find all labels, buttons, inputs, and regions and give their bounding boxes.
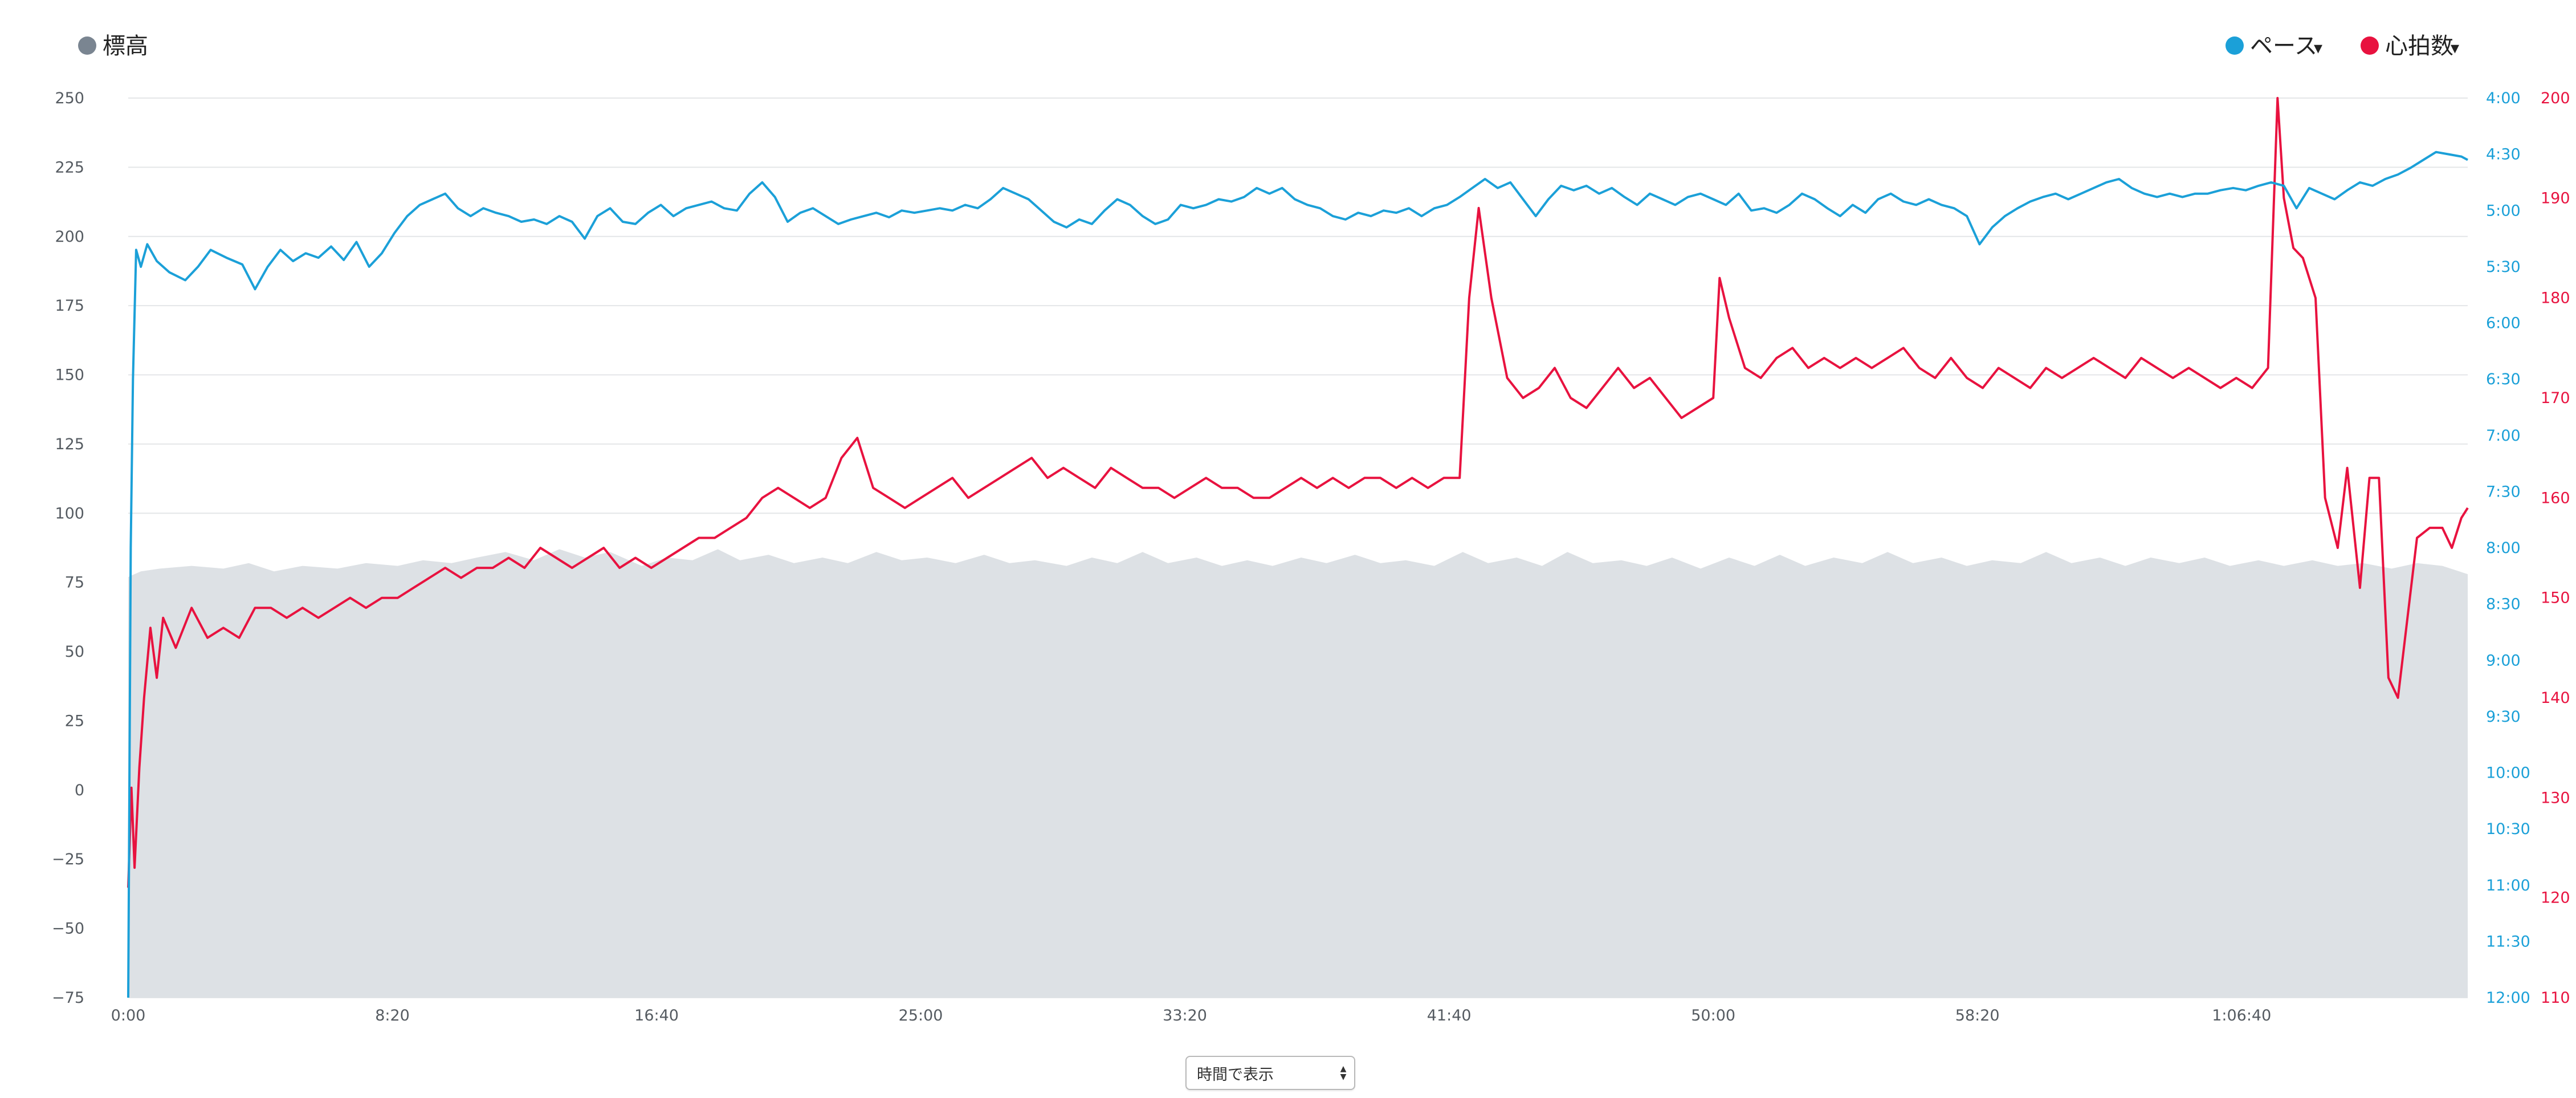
y-pace-tick-label: 4:00 xyxy=(2486,90,2521,107)
heart-rate-line-path xyxy=(127,97,2469,888)
y-left-tick-label: 25 xyxy=(65,712,84,730)
y-pace-tick-label: 9:00 xyxy=(2486,652,2521,669)
y-heart-rate-tick-label: 190 xyxy=(2541,189,2570,207)
y-heart-rate-tick-label: 140 xyxy=(2541,689,2570,707)
y-pace-tick-label: 12:00 xyxy=(2486,989,2530,1007)
legend-label-elevation: 標高 xyxy=(103,33,148,59)
x-tick-label: 25:00 xyxy=(899,1007,943,1024)
up-down-arrows-icon: ▲ ▼ xyxy=(1340,1064,1347,1081)
pace-line xyxy=(127,151,2468,998)
legend-item-elevation[interactable]: 標高 xyxy=(78,33,148,59)
y-pace-tick-label: 10:00 xyxy=(2486,764,2530,782)
x-mode-select-value: 時間で表示 xyxy=(1197,1066,1274,1084)
y-left-tick-label: −50 xyxy=(52,920,84,938)
y-pace-tick-label: 7:30 xyxy=(2486,483,2521,501)
legend-label-pace: ペース xyxy=(2250,33,2317,59)
x-tick-label: 58:20 xyxy=(1955,1007,2000,1024)
y-heart-rate-tick-label: 180 xyxy=(2541,290,2570,307)
y-pace-tick-label: 9:30 xyxy=(2486,708,2521,726)
legend-label-heart-rate: 心拍数 xyxy=(2385,33,2453,59)
y-heart-rate-tick-label: 110 xyxy=(2541,989,2570,1007)
y-left-tick-label: 75 xyxy=(65,574,84,592)
y-left-tick-label: 200 xyxy=(55,228,84,246)
y-pace-tick-label: 5:00 xyxy=(2486,202,2521,219)
pace-line-path xyxy=(127,151,2468,998)
y-left-tick-label: 225 xyxy=(55,158,84,176)
legend-dot-elevation xyxy=(78,36,96,55)
x-tick-label: 33:20 xyxy=(1163,1007,1207,1024)
y-heart-rate-tick-label: 170 xyxy=(2541,389,2570,407)
y-pace-tick-label: 7:00 xyxy=(2486,427,2521,445)
legend-dot-pace xyxy=(2226,36,2244,55)
elevation-area-path xyxy=(128,549,2468,998)
y-left-tick-label: −75 xyxy=(52,989,84,1007)
x-tick-label: 0:00 xyxy=(111,1007,146,1024)
y-pace-tick-label: 6:30 xyxy=(2486,371,2521,388)
y-pace-tick-label: 6:00 xyxy=(2486,315,2521,332)
legend-item-pace[interactable]: ペース ▾ xyxy=(2226,33,2322,59)
y-left-tick-label: 100 xyxy=(55,505,84,522)
y-left-tick-label: 0 xyxy=(75,782,84,799)
heart-rate-line xyxy=(127,97,2469,888)
x-mode-select[interactable]: 時間で表示 ▲ ▼ xyxy=(1185,1056,1355,1090)
x-tick-label: 1:06:40 xyxy=(2212,1007,2271,1024)
heart-rate-dropdown-caret-icon[interactable]: ▾ xyxy=(2451,38,2459,58)
x-tick-label: 16:40 xyxy=(634,1007,679,1024)
y-pace-tick-label: 5:30 xyxy=(2486,258,2521,276)
y-left-tick-label: 50 xyxy=(65,643,84,661)
y-left-tick-label: 150 xyxy=(55,367,84,384)
legend: 標高 ペース ▾ 心拍数 ▾ xyxy=(78,33,2459,59)
y-pace-tick-label: 4:30 xyxy=(2486,146,2521,164)
y-axis-right-pace: 4:00 4:30 5:00 5:30 6:00 6:30 7:00 7:30 8:00 8:30… xyxy=(2486,90,2530,1007)
y-left-tick-label: 250 xyxy=(55,90,84,107)
x-axis-time: 0:00 8:20 16:40 25:00 33:20 41:40 50:00 58:20 1:… xyxy=(111,1007,2272,1024)
y-heart-rate-tick-label: 150 xyxy=(2541,589,2570,607)
y-heart-rate-tick-label: 120 xyxy=(2541,889,2570,907)
y-left-tick-label: 125 xyxy=(55,436,84,453)
legend-item-heart-rate[interactable]: 心拍数 ▾ xyxy=(2361,33,2459,59)
x-tick-label: 8:20 xyxy=(375,1007,410,1024)
y-axis-left-elevation: −75 −50 −25 0 25 50 75 100 125 150 175 200 225 250 xyxy=(52,90,84,1007)
y-left-tick-label: 175 xyxy=(55,297,84,315)
y-heart-rate-tick-label: 160 xyxy=(2541,489,2570,507)
x-tick-label: 41:40 xyxy=(1427,1007,1472,1024)
y-pace-tick-label: 11:30 xyxy=(2486,933,2530,950)
elevation-area xyxy=(128,549,2468,998)
x-tick-label: 50:00 xyxy=(1691,1007,1735,1024)
y-pace-tick-label: 10:30 xyxy=(2486,820,2530,838)
y-pace-tick-label: 8:30 xyxy=(2486,596,2521,613)
legend-dot-heart-rate xyxy=(2361,36,2379,55)
y-pace-tick-label: 11:00 xyxy=(2486,877,2530,894)
y-axis-right-heart-rate: 110 120 130 140 150 160 170 180 190 200 xyxy=(2541,90,2570,1007)
y-left-tick-label: −25 xyxy=(52,851,84,868)
pace-dropdown-caret-icon[interactable]: ▾ xyxy=(2314,38,2322,58)
y-heart-rate-tick-label: 130 xyxy=(2541,789,2570,807)
y-pace-tick-label: 8:00 xyxy=(2486,539,2521,557)
y-heart-rate-tick-label: 200 xyxy=(2541,90,2570,107)
